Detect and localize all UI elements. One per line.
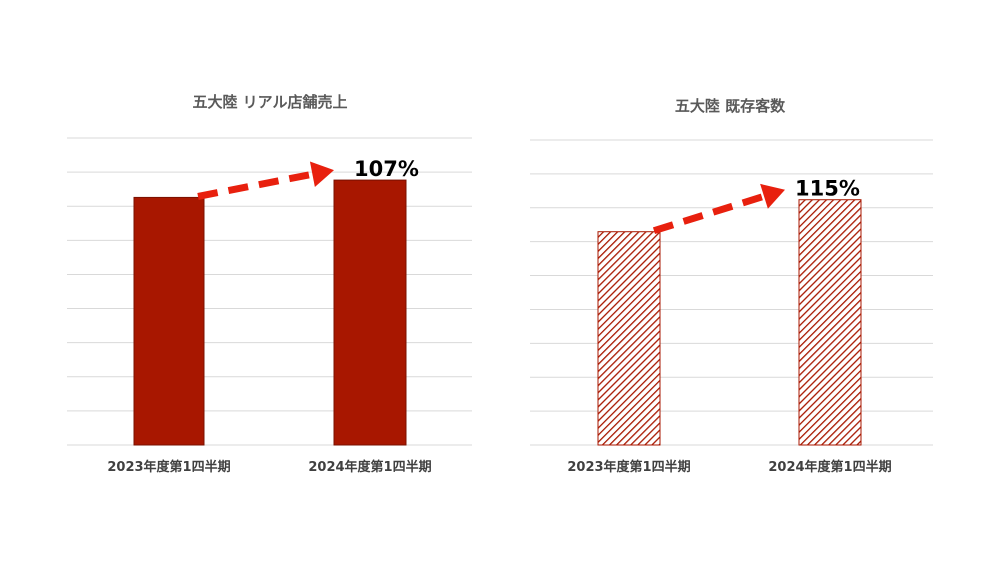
trend-arrow-line — [197, 170, 314, 200]
bar-2024 — [333, 179, 407, 446]
bar-2023 — [133, 196, 205, 446]
chart-customers: 五大陸 既存客数 115% 2023年度第1四半期 2024年度第1四半期 — [530, 97, 933, 475]
chart-title: 五大陸 既存客数 — [675, 97, 786, 115]
trend-arrow-head — [309, 161, 334, 188]
category-label: 2023年度第1四半期 — [107, 459, 230, 475]
chart-sales: 五大陸 リアル店舗売上 107% 2023年度第1四半期 2024年度第1四半期 — [67, 93, 472, 475]
trend-arrow-line — [652, 192, 766, 235]
category-label: 2024年度第1四半期 — [768, 459, 891, 475]
chart-title: 五大陸 リアル店舗売上 — [192, 93, 347, 111]
gain-percentage-label: 115% — [795, 177, 860, 201]
trend-arrow-head — [760, 183, 785, 209]
category-label: 2023年度第1四半期 — [567, 459, 690, 475]
gridlines — [530, 139, 933, 446]
bar-2024 — [798, 199, 862, 446]
bar-2023 — [597, 231, 661, 446]
gain-percentage-label: 107% — [354, 157, 419, 181]
category-label: 2024年度第1四半期 — [308, 459, 431, 475]
